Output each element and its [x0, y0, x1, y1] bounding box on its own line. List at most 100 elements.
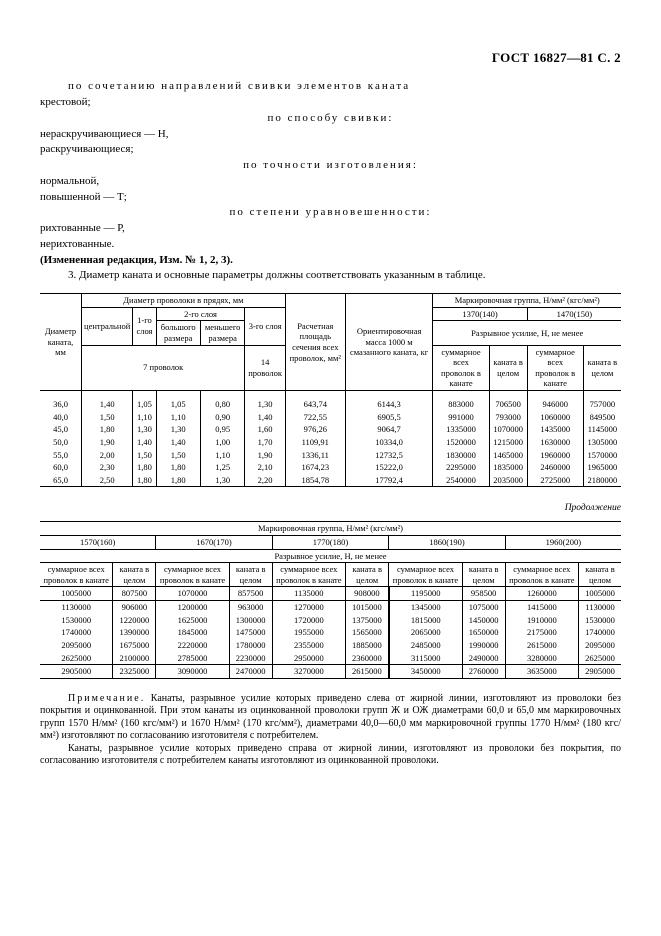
table-cell: 2625000: [40, 652, 113, 665]
th-razryv: Разрывное усилие, Н, не менее: [433, 321, 621, 345]
table-cell: 1,40: [133, 436, 156, 449]
t2-g2: 1670(170): [156, 535, 272, 549]
table-cell: 906000: [113, 601, 156, 614]
table-cell: 55,0: [40, 449, 82, 462]
table-cell: 17792,4: [345, 474, 433, 487]
table-cell: 1854,78: [285, 474, 345, 487]
table-cell: 1,50: [133, 449, 156, 462]
table-cell: 1,60: [245, 423, 285, 436]
table-cell: 6144,3: [345, 398, 433, 411]
table-cell: 2095000: [40, 639, 113, 652]
table-cell: 12732,5: [345, 449, 433, 462]
t2-g3: 1770(180): [272, 535, 389, 549]
table-cell: 1060000: [527, 411, 583, 424]
table-cell: 2360000: [346, 652, 389, 665]
table-cell: 1,10: [200, 449, 245, 462]
table-cell: 2470000: [229, 665, 272, 679]
table-cell: 1965000: [583, 461, 621, 474]
table-cell: 1335000: [433, 423, 489, 436]
table-cell: 2175000: [505, 626, 578, 639]
table-cell: 1740000: [40, 626, 113, 639]
para-combination: по сочетанию направлений свивки элементо…: [40, 80, 621, 94]
th-3layer: 3-го слоя: [245, 307, 285, 345]
table-cell: 643,74: [285, 398, 345, 411]
table-cell: 1,05: [133, 398, 156, 411]
table-cell: 2,30: [82, 461, 133, 474]
table-cell: 2485000: [389, 639, 462, 652]
table-cell: 3635000: [505, 665, 578, 679]
table-cell: 807500: [113, 587, 156, 601]
table-cell: 2615000: [505, 639, 578, 652]
table-cell: 1520000: [433, 436, 489, 449]
table-cell: 1,10: [133, 411, 156, 424]
table-cell: 40,0: [40, 411, 82, 424]
table-cell: 1,40: [156, 436, 200, 449]
table-cell: 1109,91: [285, 436, 345, 449]
table-cell: 1,40: [245, 411, 285, 424]
table-cell: 793000: [489, 411, 527, 424]
table-cell: 722,55: [285, 411, 345, 424]
table-cell: 2095000: [579, 639, 621, 652]
table-cell: 6905,5: [345, 411, 433, 424]
table-cell: 1,40: [82, 398, 133, 411]
table-cell: 1,05: [156, 398, 200, 411]
table-cell: 1720000: [272, 614, 345, 627]
table-cell: 946000: [527, 398, 583, 411]
table-cell: 1195000: [389, 587, 462, 601]
table-cell: 1130000: [579, 601, 621, 614]
table-cell: 2,50: [82, 474, 133, 487]
t2-g1: 1570(160): [40, 535, 156, 549]
table-cell: 1835000: [489, 461, 527, 474]
table-cell: 2035000: [489, 474, 527, 487]
th-area: Расчетная площадь сечения всех проволок,…: [285, 294, 345, 391]
th-big: большого размера: [156, 321, 200, 345]
table-cell: 2295000: [433, 461, 489, 474]
continuation-label: Продолжение: [40, 503, 621, 515]
table-cell: 3270000: [272, 665, 345, 679]
table-cell: 45,0: [40, 423, 82, 436]
table-cell: 1215000: [489, 436, 527, 449]
th-g1: 1370(140): [433, 307, 527, 321]
table-cell: 3090000: [156, 665, 229, 679]
th-sum1: суммарное всех проволок в канате: [433, 345, 489, 391]
table-cell: 1390000: [113, 626, 156, 639]
para-stepen: по степени уравновешенности:: [40, 206, 621, 220]
table-cell: 958500: [462, 587, 505, 601]
table-cell: 1070000: [489, 423, 527, 436]
table-cell: 1200000: [156, 601, 229, 614]
para-sposob: по способу свивки:: [40, 112, 621, 126]
table-cell: 1,30: [133, 423, 156, 436]
table-cell: 1830000: [433, 449, 489, 462]
table-cell: 1,90: [245, 449, 285, 462]
table-cell: 1,25: [200, 461, 245, 474]
th-g2: 1470(150): [527, 307, 621, 321]
table-cell: 2905000: [40, 665, 113, 679]
table-cell: 1375000: [346, 614, 389, 627]
t2-h1: Маркировочная группа, Н/мм² (кгс/мм²): [40, 522, 621, 536]
table-cell: 1885000: [346, 639, 389, 652]
table-cell: 2625000: [579, 652, 621, 665]
t2-c2d: каната в целом: [462, 563, 505, 587]
table-cell: 1135000: [272, 587, 345, 601]
para-tochnost: по точности изготовления:: [40, 159, 621, 173]
table-cell: 3280000: [505, 652, 578, 665]
table-cell: 1,30: [156, 423, 200, 436]
table-cell: 1465000: [489, 449, 527, 462]
para-neriht: нерихтованные.: [40, 238, 621, 252]
table-cell: 1650000: [462, 626, 505, 639]
t2-razryv: Разрывное усилие, Н, не менее: [40, 549, 621, 563]
t2-c2a: каната в целом: [113, 563, 156, 587]
table-cell: 2950000: [272, 652, 345, 665]
table-cell: 1260000: [505, 587, 578, 601]
table-2: Маркировочная группа, Н/мм² (кгс/мм²) 15…: [40, 521, 621, 679]
th-wire: Диаметр проволоки в прядях, мм: [82, 294, 286, 308]
t2-c2c: каната в целом: [346, 563, 389, 587]
table-cell: 0,80: [200, 398, 245, 411]
table-cell: 1530000: [579, 614, 621, 627]
table-cell: 849500: [583, 411, 621, 424]
table-cell: 1630000: [527, 436, 583, 449]
table-cell: 1005000: [40, 587, 113, 601]
table-cell: 2725000: [527, 474, 583, 487]
table-cell: 1,50: [82, 411, 133, 424]
t2-c2e: каната в целом: [579, 563, 621, 587]
